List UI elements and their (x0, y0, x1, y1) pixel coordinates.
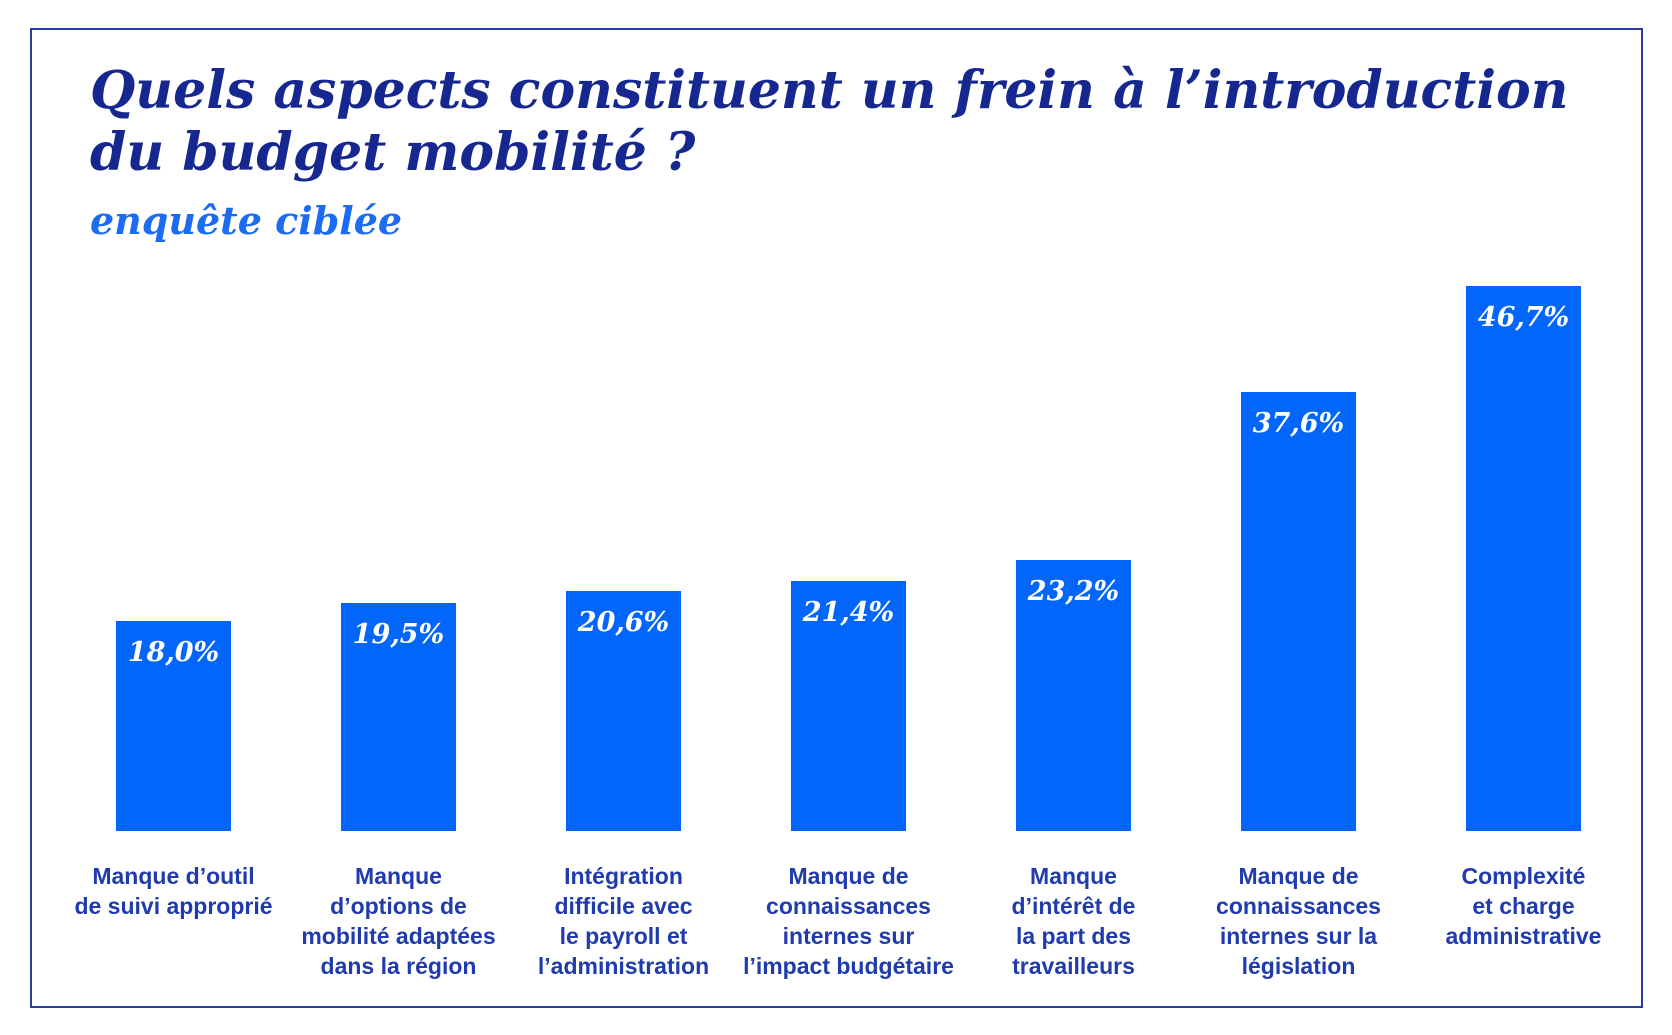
bar: 23,2% (1016, 560, 1131, 831)
category-label: Manque de connaissances internes sur la … (1216, 863, 1381, 979)
bar: 20,6% (566, 591, 681, 831)
chart-border-frame (30, 28, 1643, 1008)
category-label: Manque d’outil de suivi approprié (74, 863, 273, 919)
bar-column-5: 23,2% Manque d’intérêt de la part des tra… (961, 286, 1186, 979)
category-label: Manque d’intérêt de la part des travaill… (1011, 863, 1136, 979)
category-label: Manque d’options de mobilité adaptées da… (301, 863, 496, 979)
bar: 37,6% (1241, 392, 1356, 831)
bar-value-label: 37,6% (1252, 408, 1345, 439)
bar-column-3: 20,6% Intégration difficile avec le payro… (511, 286, 736, 979)
chart-subtitle: enquête ciblée (90, 198, 403, 243)
bar-value-label: 23,2% (1027, 576, 1120, 607)
bar-value-label: 19,5% (352, 619, 445, 650)
chart-title: Quels aspects constituent un frein à l’i… (90, 60, 1569, 184)
category-label: Complexité et charge administrative (1445, 863, 1602, 949)
bar-value-label: 20,6% (577, 607, 670, 638)
bar-column-1: 18,0% Manque d’outil de suivi approprié (61, 286, 286, 919)
bar-column-7: 46,7% Complexité et charge administrative (1411, 286, 1636, 949)
bar-value-label: 18,0% (127, 637, 220, 668)
bar-column-6: 37,6% Manque de connaissances internes su… (1186, 286, 1411, 979)
bar-value-label: 46,7% (1477, 302, 1570, 333)
bar-value-label: 21,4% (802, 597, 895, 628)
bar: 46,7% (1466, 286, 1581, 831)
bar-column-4: 21,4% Manque de connaissances internes su… (736, 286, 961, 979)
bar: 18,0% (116, 621, 231, 831)
bar: 19,5% (341, 603, 456, 831)
bar-column-2: 19,5% Manque d’options de mobilité adapté… (286, 286, 511, 979)
category-label: Intégration difficile avec le payroll et… (537, 863, 710, 979)
category-label: Manque de connaissances internes sur l’i… (743, 863, 954, 979)
bar-chart: 18,0% Manque d’outil de suivi approprié 19… (61, 286, 1636, 979)
bar: 21,4% (791, 581, 906, 831)
